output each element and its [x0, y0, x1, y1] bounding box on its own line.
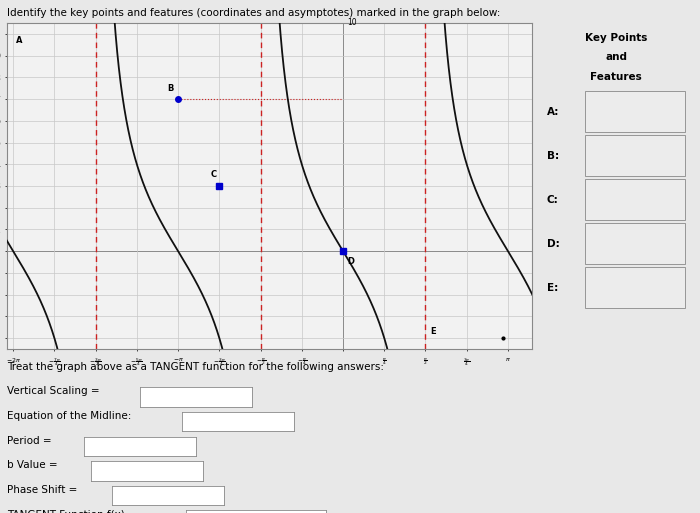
- Text: 10: 10: [347, 18, 357, 27]
- Text: Period =: Period =: [7, 436, 52, 445]
- Text: D: D: [347, 257, 354, 266]
- FancyBboxPatch shape: [585, 135, 685, 176]
- Text: b Value =: b Value =: [7, 460, 57, 470]
- Text: A:: A:: [547, 107, 559, 117]
- Text: B:: B:: [547, 151, 559, 161]
- Text: C:: C:: [547, 195, 559, 205]
- Text: Vertical Scaling =: Vertical Scaling =: [7, 386, 99, 396]
- Text: Key Points: Key Points: [584, 33, 648, 43]
- Text: C: C: [211, 170, 217, 179]
- Text: Features: Features: [590, 72, 642, 82]
- FancyBboxPatch shape: [585, 91, 685, 132]
- Text: Identify the key points and features (coordinates and asymptotes) marked in the : Identify the key points and features (co…: [7, 8, 500, 17]
- Text: A: A: [16, 35, 22, 45]
- Text: D:: D:: [547, 239, 559, 249]
- Text: Phase Shift =: Phase Shift =: [7, 485, 78, 495]
- Text: E:: E:: [547, 283, 558, 293]
- FancyBboxPatch shape: [585, 180, 685, 220]
- Text: Equation of the Midline:: Equation of the Midline:: [7, 411, 132, 421]
- Text: Treat the graph above as a TANGENT function for the following answers:: Treat the graph above as a TANGENT funct…: [7, 362, 384, 371]
- Text: and: and: [605, 52, 627, 63]
- FancyBboxPatch shape: [585, 267, 685, 308]
- Text: TANGENT Function f(x) =: TANGENT Function f(x) =: [7, 509, 136, 513]
- Text: B: B: [167, 85, 174, 93]
- Text: E: E: [430, 327, 436, 336]
- FancyBboxPatch shape: [585, 224, 685, 264]
